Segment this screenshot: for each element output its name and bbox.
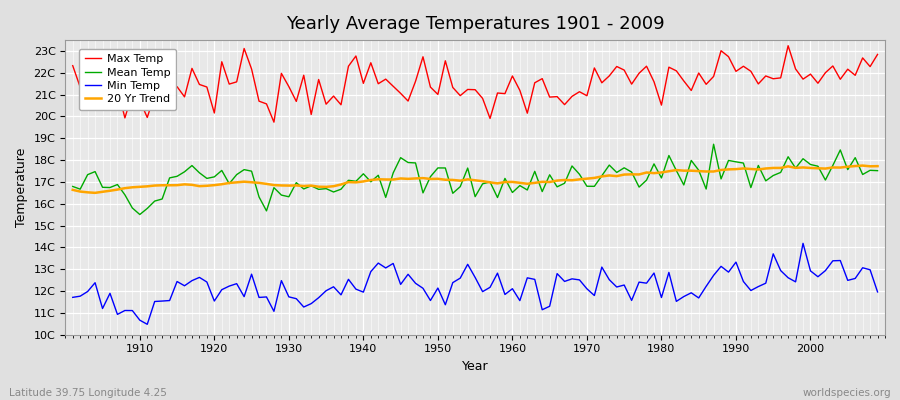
Max Temp xyxy=(872,52,883,57)
Title: Yearly Average Temperatures 1901 - 2009: Yearly Average Temperatures 1901 - 2009 xyxy=(286,15,664,33)
20 Yr Trend xyxy=(872,164,883,168)
Mean Temp xyxy=(343,178,354,183)
Mean Temp xyxy=(298,186,309,191)
Line: Mean Temp: Mean Temp xyxy=(73,144,878,214)
20 Yr Trend xyxy=(134,184,145,189)
Min Temp xyxy=(68,295,78,300)
20 Yr Trend xyxy=(343,180,354,184)
Max Temp xyxy=(127,91,138,96)
Min Temp xyxy=(872,290,883,294)
Min Temp xyxy=(127,308,138,313)
Max Temp xyxy=(298,73,309,78)
Min Temp xyxy=(515,298,526,303)
Text: worldspecies.org: worldspecies.org xyxy=(803,388,891,398)
20 Yr Trend xyxy=(90,190,101,195)
Mean Temp xyxy=(134,212,145,217)
20 Yr Trend xyxy=(857,163,868,168)
Mean Temp xyxy=(872,168,883,173)
Line: Min Temp: Min Temp xyxy=(73,243,878,324)
Max Temp xyxy=(783,43,794,48)
Mean Temp xyxy=(68,184,78,189)
Min Temp xyxy=(507,286,517,291)
Mean Temp xyxy=(604,163,615,168)
Max Temp xyxy=(507,74,517,78)
Mean Temp xyxy=(708,142,719,147)
Legend: Max Temp, Mean Temp, Min Temp, 20 Yr Trend: Max Temp, Mean Temp, Min Temp, 20 Yr Tre… xyxy=(79,49,176,110)
Min Temp xyxy=(797,241,808,246)
20 Yr Trend xyxy=(507,180,517,184)
20 Yr Trend xyxy=(604,173,615,178)
Mean Temp xyxy=(127,206,138,210)
X-axis label: Year: Year xyxy=(462,360,489,373)
20 Yr Trend xyxy=(298,184,309,188)
Y-axis label: Temperature: Temperature xyxy=(15,148,28,227)
Text: Latitude 39.75 Longitude 4.25: Latitude 39.75 Longitude 4.25 xyxy=(9,388,166,398)
Min Temp xyxy=(604,277,615,282)
Line: Max Temp: Max Temp xyxy=(73,46,878,122)
Max Temp xyxy=(268,120,279,124)
20 Yr Trend xyxy=(515,180,526,185)
Max Temp xyxy=(604,74,615,78)
Line: 20 Yr Trend: 20 Yr Trend xyxy=(73,166,878,193)
Max Temp xyxy=(343,64,354,69)
20 Yr Trend xyxy=(68,188,78,192)
Min Temp xyxy=(298,305,309,310)
Min Temp xyxy=(142,322,153,327)
Min Temp xyxy=(343,277,354,282)
Max Temp xyxy=(68,63,78,68)
Mean Temp xyxy=(507,190,517,195)
Mean Temp xyxy=(515,183,526,188)
Max Temp xyxy=(515,88,526,93)
